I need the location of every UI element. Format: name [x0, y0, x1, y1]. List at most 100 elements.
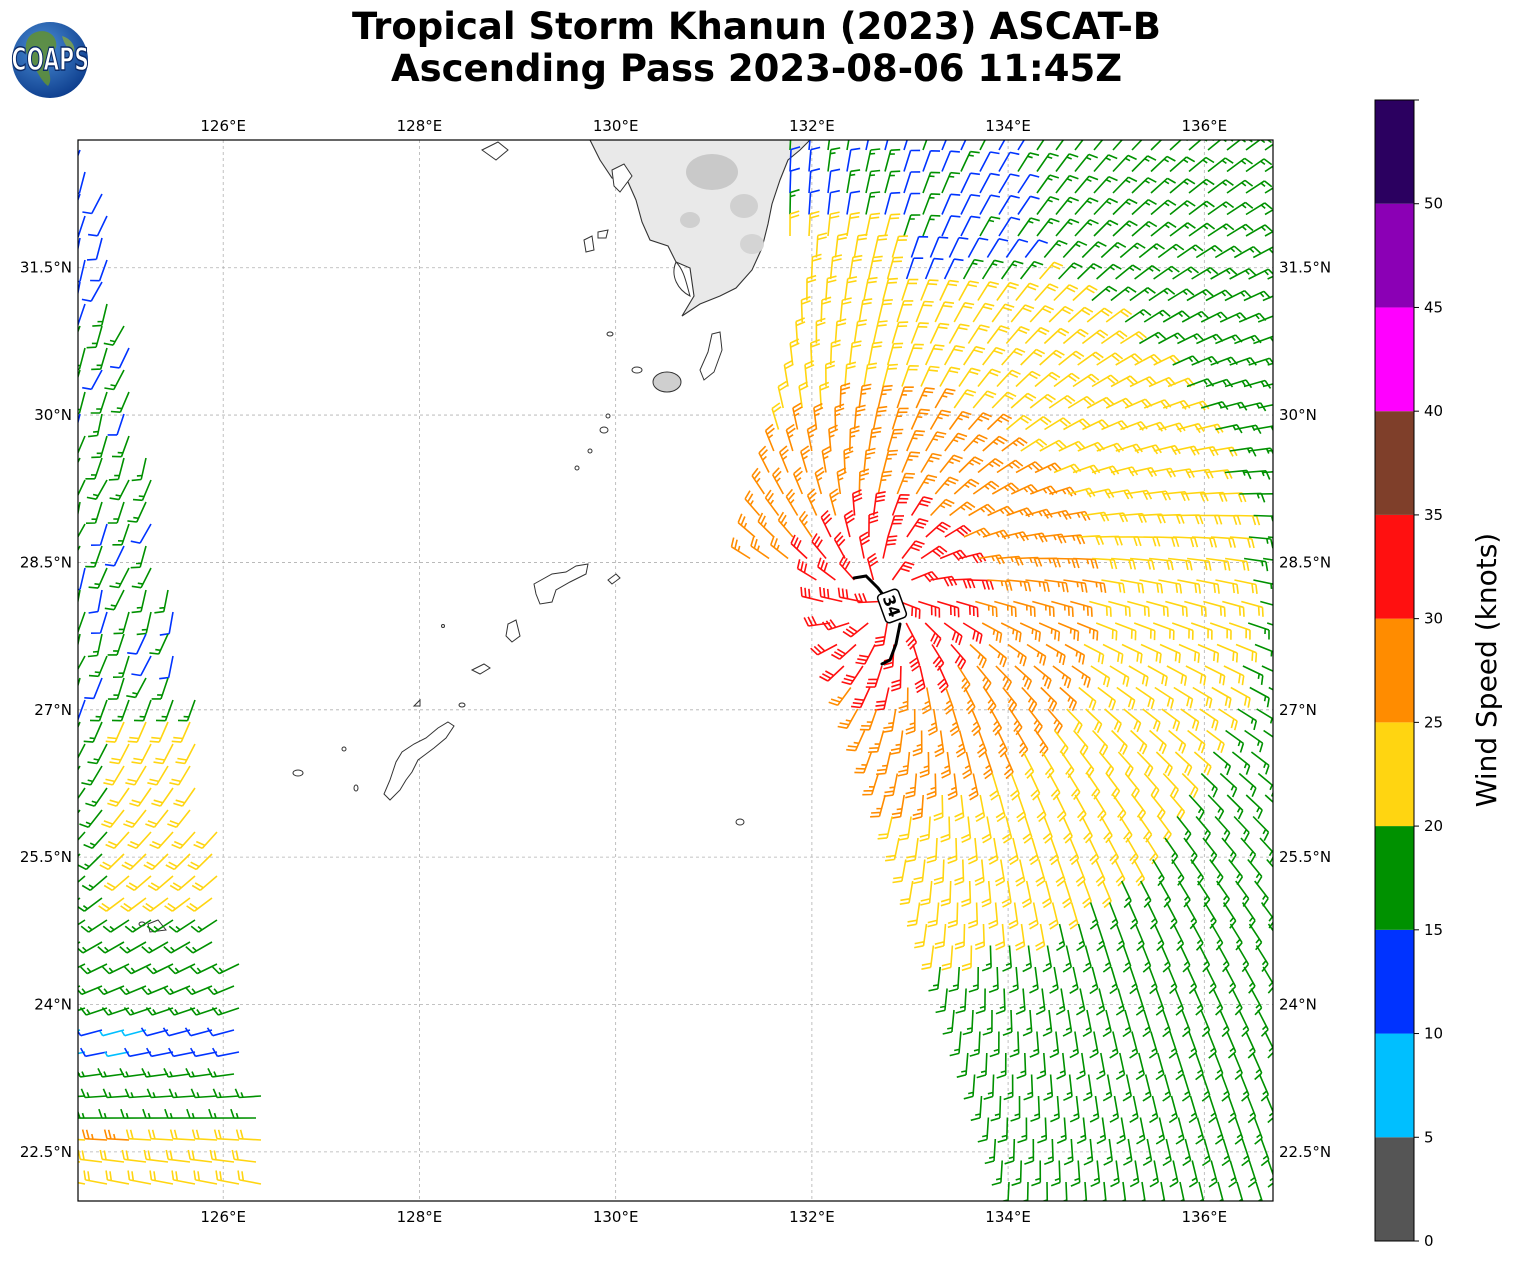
wind-barb	[1038, 261, 1064, 280]
wind-barb	[905, 837, 919, 863]
wind-barb	[955, 988, 967, 1014]
wind-barb	[1169, 794, 1186, 821]
wind-barb	[960, 194, 981, 215]
wind-barb	[1033, 665, 1052, 689]
wind-barb	[1131, 199, 1157, 216]
wind-barb	[969, 643, 987, 669]
wind-barb	[1205, 966, 1217, 994]
wind-barb	[846, 730, 866, 752]
wind-barb	[890, 730, 904, 755]
colorbar-tick-label: 5	[1424, 1128, 1434, 1146]
wind-barb	[948, 323, 970, 344]
wind-barb	[164, 1108, 191, 1119]
wind-barb	[147, 1129, 174, 1141]
wind-barb	[124, 963, 152, 975]
amami-oshima	[533, 563, 589, 605]
islet	[611, 163, 633, 193]
wind-barb	[1172, 536, 1199, 548]
wind-barb	[972, 390, 997, 409]
islet	[574, 465, 580, 471]
wind-barb	[1197, 880, 1211, 908]
wind-barb	[962, 258, 984, 280]
wind-barb	[131, 567, 152, 589]
wind-barb	[1129, 376, 1157, 388]
wind-barb	[944, 432, 968, 452]
wind-barb	[820, 510, 833, 538]
wind-barb	[1229, 356, 1257, 366]
wind-barb	[1201, 1074, 1211, 1102]
wind-barb	[1054, 557, 1080, 569]
wind-barb	[1149, 1095, 1159, 1124]
wind-barb	[1091, 374, 1119, 388]
wind-barb	[849, 425, 860, 452]
wind-barb	[1262, 295, 1273, 302]
colorbar-segment	[1375, 307, 1414, 412]
wind-barb	[839, 382, 851, 409]
wind-barb	[1053, 372, 1080, 388]
wind-barb	[935, 988, 948, 1014]
wind-barb	[808, 210, 820, 237]
wind-barb	[846, 140, 850, 151]
wind-barb	[1207, 794, 1225, 820]
wind-barb	[1068, 902, 1079, 930]
wind-barb	[101, 809, 125, 829]
wind-barb	[193, 831, 218, 850]
wind-barb	[1210, 446, 1238, 457]
wind-barb	[829, 254, 843, 280]
wind-barb	[827, 147, 841, 172]
wind-barb	[994, 600, 1017, 618]
wind-barb	[1010, 304, 1035, 323]
wind-barb	[141, 1068, 169, 1078]
wind-barb	[1117, 751, 1134, 777]
wind-barb	[867, 255, 883, 280]
wind-barb	[941, 150, 960, 172]
wind-barb	[1044, 417, 1072, 431]
wind-barb	[974, 923, 985, 951]
wind-barb	[1009, 1031, 1020, 1058]
wind-barb	[981, 945, 992, 972]
wind-barb	[90, 611, 108, 634]
wind-barb	[827, 189, 840, 215]
wind-barb	[185, 1068, 213, 1078]
wind-barb	[1082, 945, 1092, 973]
wind-barb	[1172, 266, 1199, 280]
wind-barb	[1123, 708, 1142, 733]
axis-ticks: 126°E 126°E 128°E 128°E 130°E 130°E 132°E 132°E…	[20, 117, 1331, 1226]
wind-barb	[1081, 241, 1107, 259]
wind-barb	[127, 831, 152, 850]
wind-barb	[1096, 1117, 1107, 1145]
wind-barb	[1177, 579, 1201, 594]
wind-barb	[1058, 350, 1085, 366]
wind-barb	[950, 643, 967, 670]
wind-barb	[771, 402, 782, 430]
wind-barb	[91, 347, 108, 371]
wind-barb	[836, 467, 847, 495]
wind-barb	[1022, 1009, 1033, 1037]
wind-barb	[149, 721, 169, 743]
wind-barb	[1100, 241, 1127, 259]
wind-barb	[1119, 242, 1146, 259]
wind-barb	[919, 751, 930, 778]
wind-barb	[119, 941, 147, 954]
wind-barb	[1186, 288, 1214, 302]
wind-barb	[1142, 1138, 1153, 1166]
wind-barb	[1147, 665, 1168, 687]
wind-barb	[1001, 347, 1026, 366]
wind-barb	[78, 237, 81, 252]
wind-barb	[1203, 902, 1217, 930]
wind-barb	[1000, 260, 1024, 280]
wind-barb	[1095, 859, 1106, 887]
wind-barb	[1241, 600, 1264, 617]
wind-barb	[133, 699, 152, 722]
wind-barb	[1146, 600, 1169, 617]
wind-barb	[1221, 1138, 1231, 1167]
wind-barb	[1036, 1052, 1047, 1080]
wind-barb	[757, 512, 775, 538]
wind-barb	[1158, 332, 1186, 345]
wind-barb	[958, 367, 981, 387]
wind-barb	[922, 193, 941, 215]
wind-barb	[983, 687, 997, 714]
wind-barb	[1041, 880, 1053, 909]
wind-barb	[995, 794, 1006, 823]
wind-barb	[1062, 945, 1072, 973]
